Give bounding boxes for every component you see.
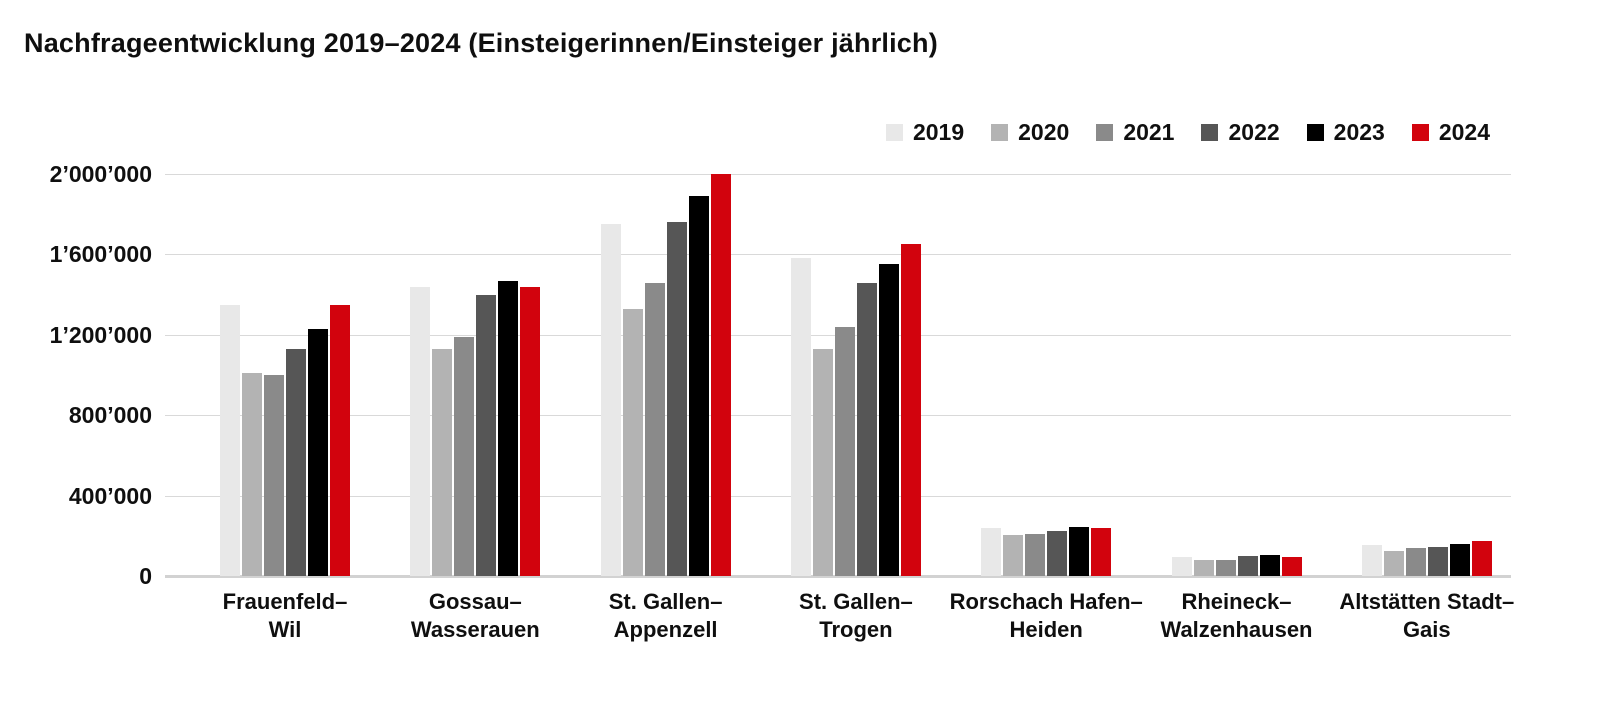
bar-2022-frauenfeld bbox=[286, 348, 306, 576]
y-tick-label: 1’600’000 bbox=[49, 241, 152, 268]
legend-item-2023: 2023 bbox=[1306, 118, 1385, 146]
x-category-label: Rheineck– Walzenhausen bbox=[1122, 588, 1352, 644]
bar-2022-stgallen bbox=[666, 222, 687, 576]
legend-swatch-icon bbox=[885, 123, 903, 141]
bar-2024-rorschachhafen bbox=[1091, 527, 1112, 576]
x-category-label-line: Gossau– bbox=[428, 589, 522, 614]
legend-item-2021: 2021 bbox=[1096, 119, 1174, 146]
x-category-label-line: Altstätten Stadt– bbox=[1339, 589, 1515, 614]
x-category-label: Rorschach Hafen– Heiden bbox=[931, 588, 1161, 644]
legend-item-2019: 2019 bbox=[885, 118, 965, 146]
bar-2023-frauenfeld bbox=[308, 328, 328, 576]
legend-swatch-icon bbox=[1096, 123, 1114, 141]
bar-2024-altstttenstadt bbox=[1471, 540, 1492, 576]
bar-2024-rheineck bbox=[1281, 556, 1302, 576]
bar-2019-frauenfeld bbox=[220, 304, 240, 576]
bar-2020-altstttenstadt bbox=[1383, 550, 1404, 576]
bar-2023-altstttenstadt bbox=[1449, 543, 1470, 576]
bar-2020-frauenfeld bbox=[242, 373, 262, 576]
bar-2023-stgallen bbox=[688, 196, 709, 576]
x-category-label: Gossau– Wasserauen bbox=[360, 588, 590, 644]
x-category-label-line: Walzenhausen bbox=[1160, 617, 1313, 642]
bar-2023-gossau bbox=[498, 280, 519, 576]
bar-2021-stgallen bbox=[644, 282, 665, 576]
legend-swatch-icon bbox=[1306, 123, 1324, 141]
legend-swatch-icon bbox=[991, 123, 1009, 141]
legend-label: 2024 bbox=[1438, 118, 1490, 145]
y-tick-label: 1’200’000 bbox=[49, 321, 152, 348]
x-axis: Frauenfeld– Wil Gossau– Wasserauen St. Galle… bbox=[165, 588, 1515, 658]
bar-2020-stgallen bbox=[812, 348, 833, 576]
bar-2022-altstttenstadt bbox=[1427, 546, 1448, 576]
bar-2020-rorschachhafen bbox=[1003, 534, 1024, 576]
x-category-label: Altstätten Stadt– Gais bbox=[1312, 588, 1542, 644]
bar-2024-stgallen bbox=[710, 174, 731, 576]
bar-2022-gossau bbox=[476, 294, 497, 576]
bar-2023-rorschachhafen bbox=[1069, 526, 1090, 576]
bar-2023-stgallen bbox=[878, 264, 899, 576]
x-category-label-line: Rorschach Hafen– bbox=[949, 589, 1143, 614]
bar-2021-altstttenstadt bbox=[1405, 547, 1426, 576]
plot-area bbox=[165, 174, 1511, 578]
x-category-label-line: Heiden bbox=[1009, 617, 1083, 642]
bar-2021-rheineck bbox=[1215, 559, 1236, 576]
legend-item-2020: 2020 bbox=[991, 119, 1069, 146]
x-category-label-line: Rheineck– bbox=[1181, 589, 1292, 614]
legend-label: 2021 bbox=[1123, 118, 1175, 145]
legend-label: 2023 bbox=[1333, 118, 1385, 145]
chart-title: Nachfrageentwicklung 2019–2024 (Einsteig… bbox=[24, 28, 938, 58]
bar-2024-gossau bbox=[520, 286, 541, 576]
legend-label: 2022 bbox=[1228, 118, 1280, 145]
legend-item-2022: 2022 bbox=[1201, 118, 1280, 146]
gridline bbox=[165, 254, 1511, 256]
x-category-label-line: Trogen bbox=[819, 617, 893, 642]
y-tick-label: 800’000 bbox=[68, 402, 152, 429]
bar-2019-altstttenstadt bbox=[1361, 544, 1382, 576]
x-category-label-line: Gais bbox=[1402, 617, 1451, 642]
legend-label: 2019 bbox=[912, 118, 965, 145]
bar-2024-stgallen bbox=[900, 244, 921, 576]
bar-2021-frauenfeld bbox=[264, 375, 284, 576]
bar-2019-rorschachhafen bbox=[981, 527, 1002, 576]
x-axis-baseline bbox=[165, 575, 1511, 578]
bar-2022-stgallen bbox=[856, 282, 877, 576]
legend-label: 2020 bbox=[1018, 118, 1070, 145]
x-category-label-line: Appenzell bbox=[613, 617, 718, 642]
y-tick-label: 2’000’000 bbox=[49, 161, 152, 187]
bar-2019-stgallen bbox=[790, 258, 811, 576]
bar-2023-rheineck bbox=[1259, 555, 1280, 576]
x-category-label-line: Wasserauen bbox=[410, 617, 540, 642]
x-category-label-line: St. Gallen– bbox=[799, 589, 913, 614]
chart-legend: 2019 2020 2021 2022 2023 2024 bbox=[820, 117, 1490, 147]
gridline bbox=[165, 174, 1511, 175]
x-category-label-line: Frauenfeld– bbox=[222, 589, 348, 614]
bar-2019-gossau bbox=[410, 286, 431, 576]
bar-2020-rheineck bbox=[1193, 560, 1214, 576]
bar-2021-gossau bbox=[454, 336, 475, 576]
x-category-label-line: St. Gallen– bbox=[608, 589, 723, 614]
bar-2019-rheineck bbox=[1171, 556, 1192, 576]
x-category-label: Frauenfeld– Wil bbox=[170, 588, 400, 644]
bar-2021-rorschachhafen bbox=[1025, 533, 1046, 576]
bar-2019-stgallen bbox=[600, 224, 621, 576]
legend-swatch-icon bbox=[1201, 123, 1219, 141]
bar-2020-stgallen bbox=[622, 308, 643, 576]
x-category-label: St. Gallen– Trogen bbox=[741, 588, 971, 644]
bar-2022-rheineck bbox=[1237, 556, 1258, 576]
legend-item-2024: 2024 bbox=[1411, 118, 1490, 146]
bar-2024-frauenfeld bbox=[330, 304, 350, 576]
bar-2020-gossau bbox=[432, 348, 453, 576]
x-category-label-line: Wil bbox=[268, 617, 302, 642]
bar-2021-stgallen bbox=[834, 326, 855, 576]
y-tick-label: 400’000 bbox=[68, 482, 152, 509]
x-category-label: St. Gallen– Appenzell bbox=[551, 588, 781, 644]
bar-2022-rorschachhafen bbox=[1047, 530, 1068, 576]
y-tick-label: 0 bbox=[139, 563, 152, 589]
legend-swatch-icon bbox=[1411, 123, 1429, 141]
y-axis: 2’000’000 1’600’000 1’200’000 800’000 400’00… bbox=[0, 0, 152, 708]
